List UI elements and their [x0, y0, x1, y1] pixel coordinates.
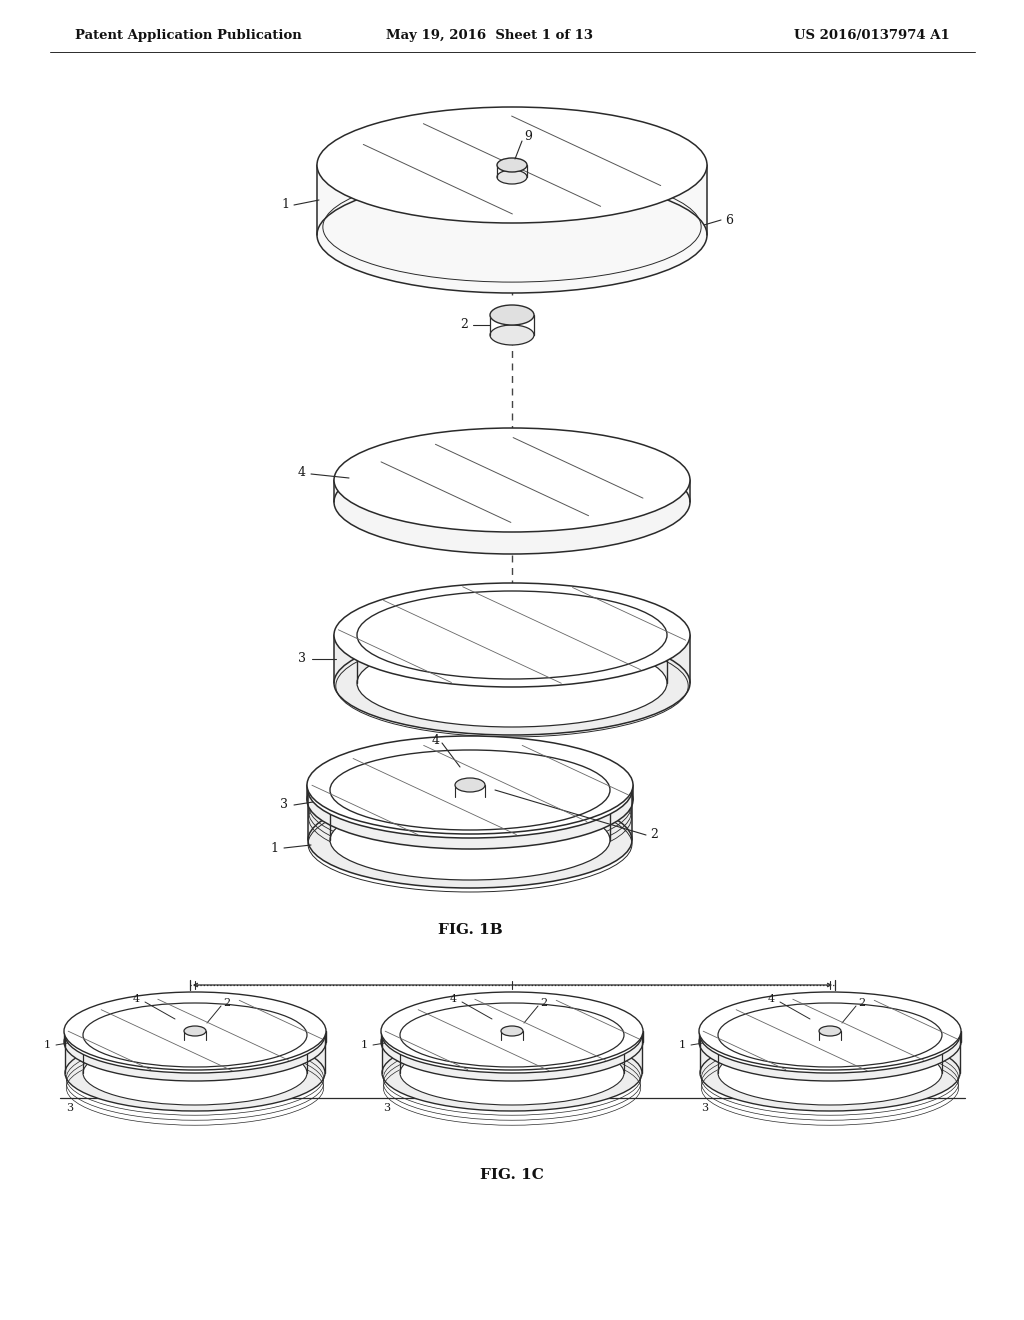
Text: 4: 4 [298, 466, 306, 479]
Ellipse shape [357, 639, 667, 727]
Ellipse shape [308, 792, 632, 888]
Ellipse shape [819, 1026, 841, 1036]
Ellipse shape [699, 993, 961, 1071]
Ellipse shape [334, 428, 690, 532]
Ellipse shape [718, 1003, 942, 1067]
Text: 3: 3 [383, 1104, 390, 1113]
Polygon shape [382, 1035, 642, 1073]
Ellipse shape [65, 1035, 325, 1111]
Ellipse shape [381, 1003, 643, 1081]
Ellipse shape [381, 993, 643, 1071]
Ellipse shape [330, 800, 610, 880]
Ellipse shape [83, 1041, 307, 1105]
Ellipse shape [330, 750, 610, 830]
Ellipse shape [455, 789, 485, 804]
Text: 2: 2 [223, 998, 230, 1008]
Text: 2: 2 [650, 829, 657, 842]
Text: 2: 2 [460, 318, 468, 331]
Text: 3: 3 [67, 1104, 74, 1113]
Polygon shape [381, 1031, 643, 1041]
Ellipse shape [307, 751, 633, 849]
Ellipse shape [63, 1003, 326, 1081]
Text: 1: 1 [281, 198, 289, 211]
Ellipse shape [334, 631, 690, 735]
Text: 3: 3 [280, 799, 288, 812]
Ellipse shape [382, 1035, 642, 1111]
Ellipse shape [334, 450, 690, 554]
Ellipse shape [700, 997, 961, 1073]
Ellipse shape [65, 997, 325, 1073]
Ellipse shape [400, 1041, 624, 1105]
Ellipse shape [184, 1026, 206, 1036]
Text: 6: 6 [725, 214, 733, 227]
Ellipse shape [497, 170, 527, 183]
Polygon shape [334, 480, 690, 502]
Text: 1: 1 [360, 1040, 368, 1049]
Ellipse shape [308, 742, 632, 838]
Text: 9: 9 [524, 131, 531, 144]
Ellipse shape [700, 1035, 961, 1111]
Text: Patent Application Publication: Patent Application Publication [75, 29, 302, 41]
Text: FIG. 1A: FIG. 1A [480, 723, 544, 737]
Text: 4: 4 [432, 734, 440, 747]
Ellipse shape [501, 1026, 523, 1036]
Polygon shape [334, 635, 690, 682]
Ellipse shape [490, 325, 534, 345]
Text: FIG. 1C: FIG. 1C [480, 1168, 544, 1181]
Ellipse shape [718, 1041, 942, 1105]
Text: US 2016/0137974 A1: US 2016/0137974 A1 [795, 29, 950, 41]
Text: 4: 4 [133, 994, 140, 1005]
Text: 1: 1 [44, 1040, 51, 1049]
Text: 3: 3 [298, 652, 306, 665]
Polygon shape [308, 789, 632, 840]
Polygon shape [317, 165, 707, 235]
Polygon shape [699, 1031, 961, 1041]
Text: 1: 1 [270, 842, 278, 854]
Ellipse shape [699, 1003, 961, 1081]
Ellipse shape [357, 591, 667, 678]
Polygon shape [63, 1031, 326, 1041]
Ellipse shape [307, 737, 633, 834]
Ellipse shape [317, 107, 707, 223]
Text: 1: 1 [679, 1040, 686, 1049]
Ellipse shape [497, 158, 527, 172]
Text: 3: 3 [701, 1104, 709, 1113]
Ellipse shape [317, 177, 707, 293]
Polygon shape [65, 1035, 325, 1073]
Text: 4: 4 [450, 994, 457, 1005]
Ellipse shape [455, 777, 485, 792]
Text: FIG. 1B: FIG. 1B [437, 923, 503, 937]
Ellipse shape [63, 993, 326, 1071]
Text: 4: 4 [768, 994, 775, 1005]
Ellipse shape [334, 583, 690, 686]
Ellipse shape [382, 997, 642, 1073]
Ellipse shape [490, 305, 534, 325]
Ellipse shape [184, 1035, 206, 1045]
Polygon shape [700, 1035, 961, 1073]
Ellipse shape [501, 1035, 523, 1045]
Ellipse shape [819, 1035, 841, 1045]
Ellipse shape [400, 1003, 624, 1067]
Text: 2: 2 [540, 998, 547, 1008]
Ellipse shape [83, 1003, 307, 1067]
Text: May 19, 2016  Sheet 1 of 13: May 19, 2016 Sheet 1 of 13 [386, 29, 594, 41]
Text: 2: 2 [858, 998, 865, 1008]
Polygon shape [307, 785, 633, 800]
